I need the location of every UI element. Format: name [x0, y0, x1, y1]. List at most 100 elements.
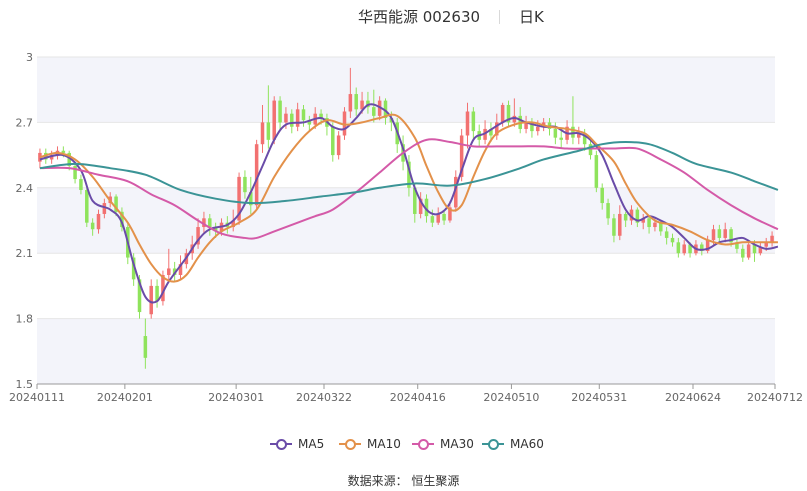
candle-body	[424, 198, 429, 217]
candle	[102, 198, 107, 219]
y-tick-label: 1.5	[16, 378, 34, 391]
candle-body	[266, 122, 271, 140]
candle	[717, 224, 722, 243]
candle-body	[49, 155, 54, 160]
candle-body	[629, 209, 634, 221]
legend-item-ma5[interactable]: MA5	[270, 435, 324, 453]
candle	[618, 205, 622, 241]
candle-body	[79, 179, 83, 190]
plot-band	[37, 57, 775, 123]
candle	[348, 67, 353, 119]
candle-body	[705, 240, 710, 252]
candle	[342, 107, 347, 140]
candle-body	[489, 128, 493, 136]
x-tick-label: 20240510	[483, 391, 539, 404]
candle	[594, 150, 599, 193]
y-tick-label: 2.7	[16, 116, 34, 129]
ma-line-ma10	[39, 113, 778, 283]
x-tick-label: 20240712	[747, 391, 803, 404]
candle-body	[682, 244, 686, 254]
candle	[79, 174, 83, 195]
candle	[114, 194, 118, 217]
chart-header: 华西能源 002630 日K	[0, 6, 807, 26]
legend-item-ma60[interactable]: MA60	[482, 435, 544, 453]
candle	[770, 231, 774, 247]
y-tick-label: 2.4	[16, 182, 34, 195]
candle-body	[383, 100, 388, 119]
period-tab[interactable]: 日K	[519, 8, 544, 26]
candle-body	[442, 213, 446, 221]
candle-body	[202, 218, 206, 228]
candle-body	[512, 115, 517, 123]
candle	[237, 172, 241, 225]
candle	[418, 192, 423, 219]
candle-body	[623, 213, 628, 221]
candle-body	[454, 176, 458, 208]
candle	[471, 107, 476, 140]
candle	[676, 237, 681, 258]
candle	[290, 109, 294, 134]
candle	[512, 98, 517, 127]
y-tick-label: 3	[26, 51, 33, 64]
candle	[454, 170, 458, 212]
candle-body	[758, 246, 763, 254]
x-tick-label: 20240111	[9, 391, 65, 404]
title-separator	[499, 10, 500, 24]
legend: MA5 MA10 MA30 MA60	[0, 435, 807, 453]
candle-body	[723, 229, 727, 238]
ma-lines	[39, 103, 779, 304]
candle-body	[729, 229, 733, 243]
candle-body	[272, 100, 276, 140]
candle	[506, 100, 511, 127]
candle	[331, 122, 335, 162]
y-tick-label: 2.1	[16, 247, 34, 260]
candle-body	[161, 275, 165, 302]
candle-body	[307, 120, 312, 125]
x-tick-label: 20240416	[390, 391, 446, 404]
candle-body	[213, 227, 218, 232]
candle-body	[418, 198, 423, 214]
candle	[629, 205, 634, 225]
legend-label-ma30: MA30	[440, 437, 474, 451]
candle	[465, 102, 470, 149]
candle-body	[571, 126, 575, 138]
candle	[577, 126, 581, 145]
candle-body	[319, 113, 323, 119]
candle	[746, 240, 751, 260]
y-axis: 1.5 1.8 2.1 2.4 2.7 3	[16, 51, 34, 391]
candle-body	[495, 122, 499, 136]
candle	[307, 115, 312, 132]
candle-body	[249, 192, 253, 206]
candle-body	[372, 107, 376, 116]
candle	[647, 216, 651, 234]
candle-body	[594, 155, 599, 188]
legend-label-ma5: MA5	[298, 437, 325, 451]
candle-body	[764, 242, 768, 247]
candle-body	[635, 209, 640, 223]
candle	[700, 242, 704, 256]
candle-body	[659, 222, 663, 232]
candle	[73, 161, 77, 184]
candle	[196, 218, 200, 249]
legend-item-ma30[interactable]: MA30	[412, 435, 474, 453]
candle-body	[354, 94, 358, 110]
candle-body	[284, 113, 288, 123]
candle-body	[336, 135, 341, 156]
candle-body	[342, 111, 347, 136]
candle-body	[102, 203, 107, 214]
candle	[758, 242, 763, 256]
candle	[143, 318, 148, 369]
candle-body	[348, 94, 353, 112]
candle-body	[465, 111, 470, 136]
candle-body	[752, 244, 757, 254]
candle	[571, 96, 575, 145]
legend-item-ma10[interactable]: MA10	[339, 435, 401, 453]
candle	[489, 122, 493, 143]
candle	[682, 240, 686, 256]
candle-body	[524, 122, 528, 129]
candle	[436, 207, 440, 225]
candle-body	[700, 244, 704, 252]
candle-body	[167, 268, 171, 275]
candle-body	[717, 229, 722, 238]
candle-body	[366, 100, 370, 108]
